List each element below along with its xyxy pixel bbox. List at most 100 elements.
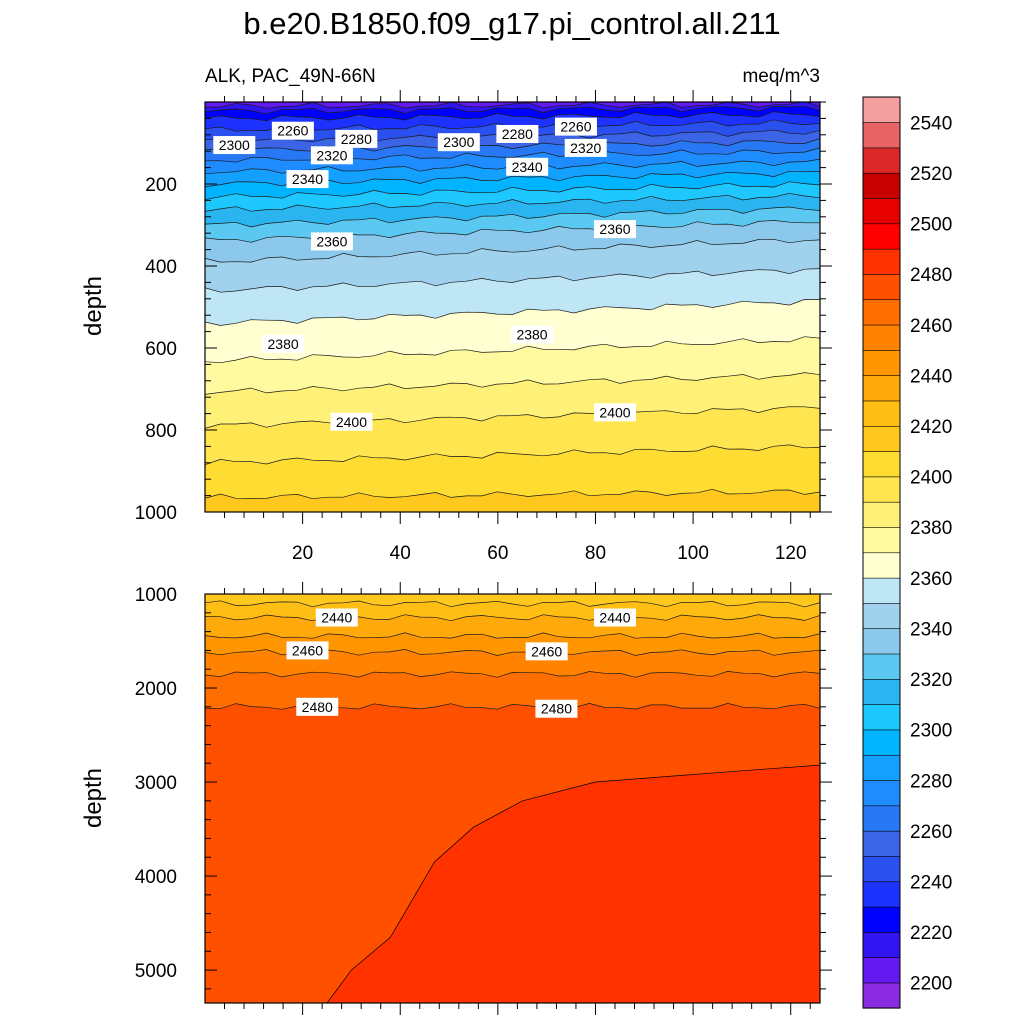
colorbar-swatch	[862, 931, 901, 958]
top-y-axis-label: depth	[80, 276, 107, 336]
contour-label: 2320	[310, 146, 353, 165]
x-tick-label: 20	[292, 543, 313, 564]
contour-label: 2260	[271, 121, 314, 140]
colorbar-swatch	[862, 602, 901, 630]
y-tick-label: 3000	[135, 773, 177, 794]
contour-label-text: 2480	[541, 701, 572, 717]
colorbar-swatch	[862, 982, 901, 1009]
contour-label-text: 2260	[277, 123, 308, 139]
colorbar-tick-label: 2280	[910, 771, 952, 792]
contour-label: 2360	[594, 220, 636, 239]
colorbar-swatch	[862, 729, 901, 756]
contour-line	[205, 238, 820, 263]
colorbar-tick-label: 2360	[910, 569, 952, 590]
contour-line	[205, 147, 820, 163]
contour-label-text: 2300	[219, 137, 250, 153]
colorbar-swatch	[862, 349, 901, 376]
contour-line	[205, 671, 820, 678]
contour-label-text: 2380	[268, 336, 299, 352]
contour-label-text: 2320	[316, 147, 347, 163]
top-panel-frame	[204, 101, 821, 513]
contour-label: 2360	[310, 232, 353, 251]
contour-line	[205, 268, 820, 293]
contour-label: 2380	[262, 334, 305, 353]
colorbar-swatch	[862, 501, 901, 528]
contour-band	[205, 489, 820, 512]
contour-line	[205, 102, 820, 109]
bottom-panel: 2440 2440 2460 2460 2480 2480 1000 2000 3000 4000…	[135, 582, 832, 1015]
colorbar-tick-label: 2520	[910, 164, 952, 185]
contour-label-text: 2340	[292, 171, 323, 187]
contour-label: 2480	[535, 699, 578, 718]
contour-label-text: 2260	[560, 119, 591, 135]
colorbar-swatch	[862, 400, 901, 427]
contour-label: 2480	[296, 697, 339, 716]
colorbar-tick-label: 2380	[910, 518, 952, 539]
contour-label: 2440	[315, 608, 358, 627]
contour-line	[205, 111, 820, 122]
colorbar: 2200 2220 2240 2260 2280 2300 2320 2340 2360 2380…	[862, 96, 952, 1009]
bottom-panel-frame	[204, 593, 821, 1004]
colorbar-swatch	[862, 172, 901, 199]
colorbar-swatch	[862, 779, 901, 807]
variable-subtitle: ALK, PAC_49N-66N	[205, 66, 376, 87]
colorbar-swatch	[862, 96, 901, 123]
colorbar-swatch	[862, 906, 901, 933]
y-tick-label: 400	[145, 257, 177, 278]
colorbar-swatch	[862, 476, 901, 503]
contour-line	[205, 181, 820, 201]
colorbar-swatch	[862, 425, 901, 452]
colorbar-tick-label: 2320	[910, 670, 952, 691]
y-tick-label: 800	[145, 421, 177, 442]
contour-line	[205, 192, 820, 212]
contour-label-text: 2280	[341, 131, 372, 147]
contour-label: 2300	[213, 136, 256, 155]
colorbar-swatch	[862, 197, 901, 225]
colorbar-swatch	[862, 122, 901, 149]
colorbar-swatch	[862, 628, 901, 655]
top-panel: 2260 2280 2300 2300 2280 2260 2320 2320 2340 2340…	[135, 90, 832, 564]
contour-line	[205, 600, 820, 608]
colorbar-tick-label: 2480	[910, 265, 952, 286]
colorbar-swatch	[862, 450, 901, 478]
colorbar-tick-label: 2300	[910, 721, 952, 742]
contour-label-text: 2440	[321, 610, 352, 626]
contour-label: 2440	[594, 608, 636, 627]
contour-label: 2460	[286, 641, 329, 660]
x-tick-label: 60	[487, 543, 508, 564]
contour-line	[205, 206, 820, 228]
colorbar-swatch	[862, 248, 901, 275]
x-tick-label: 100	[677, 543, 709, 564]
colorbar-swatch	[862, 324, 901, 351]
colorbar-swatch	[862, 704, 901, 731]
contour-label: 2280	[496, 124, 539, 143]
colorbar-tick-label: 2540	[910, 113, 952, 134]
colorbar-swatch	[862, 957, 901, 984]
colorbar-tick-label: 2460	[910, 316, 952, 337]
contour-label: 2400	[330, 412, 373, 431]
contour-label: 2400	[594, 403, 636, 422]
colorbar-swatch	[862, 577, 901, 604]
x-tick-label: 120	[775, 543, 807, 564]
colorbar-swatch	[862, 678, 901, 705]
contour-line	[205, 105, 820, 115]
units-subtitle: meq/m^3	[742, 66, 820, 87]
y-tick-label: 200	[145, 175, 177, 196]
contour-label: 2260	[554, 117, 597, 136]
x-tick-label: 80	[585, 543, 606, 564]
contour-label-text: 2440	[599, 610, 630, 626]
contour-label: 2280	[335, 129, 378, 148]
contour-line	[205, 220, 820, 243]
contour-label: 2380	[511, 325, 554, 344]
contour-label-text: 2400	[336, 414, 367, 430]
contour-line	[205, 299, 820, 326]
contour-line	[205, 138, 820, 154]
y-tick-label: 1000	[135, 503, 177, 524]
top-panel-fills: 2260 2280 2300 2300 2280 2260 2320 2320 2340 2340…	[205, 102, 820, 512]
contour-line	[205, 614, 820, 622]
colorbar-tick-label: 2500	[910, 215, 952, 236]
contour-label-text: 2320	[570, 140, 601, 156]
chart-title: b.e20.B1850.f09_g17.pi_control.all.211	[243, 6, 780, 41]
contour-label: 2460	[525, 642, 568, 661]
